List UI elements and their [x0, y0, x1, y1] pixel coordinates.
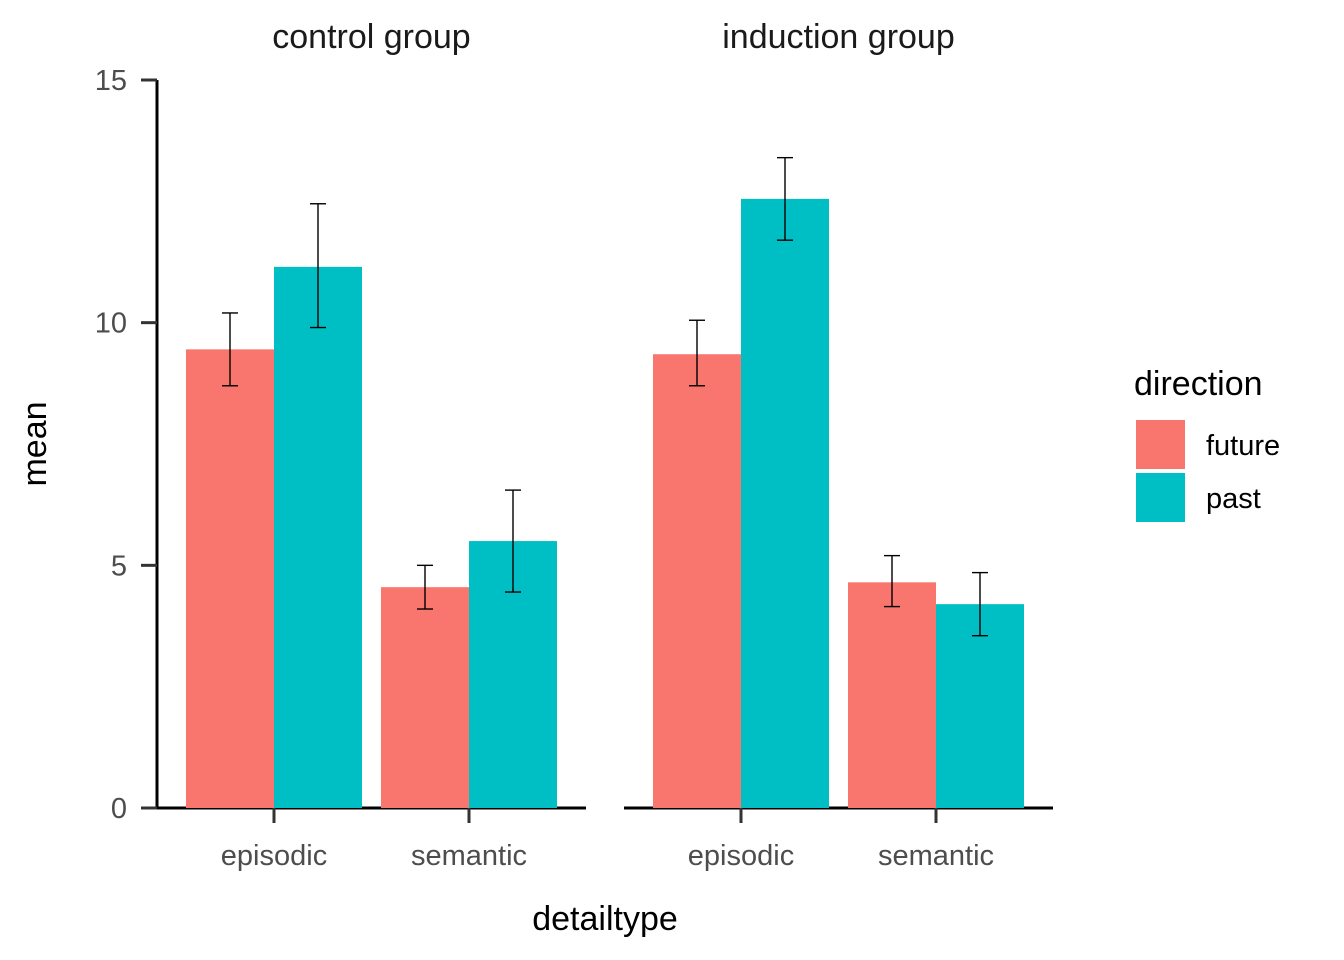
bar-induction-group-episodic-future: [653, 354, 741, 808]
y-tick-label-0: 0: [111, 793, 127, 825]
bar-control-group-episodic-future: [186, 349, 274, 808]
error-bar-induction-group-semantic-future: [884, 554, 900, 608]
x-tick-label-semantic: semantic: [878, 840, 994, 872]
legend-title: direction: [1134, 365, 1263, 403]
bar-control-group-episodic-past: [274, 266, 362, 808]
facet-label-control-group: control group: [272, 18, 470, 56]
x-tick-label-semantic: semantic: [411, 840, 527, 872]
error-bar-induction-group-semantic-past: [972, 571, 988, 637]
legend-key-past: [1136, 473, 1185, 522]
y-axis-title: mean: [16, 401, 54, 486]
legend: direction future past: [1134, 365, 1280, 522]
error-bar-control-group-episodic-future: [222, 312, 238, 387]
error-bar-control-group-semantic-future: [417, 564, 433, 610]
bar-induction-group-episodic-past: [741, 198, 829, 808]
panel-induction-group: induction group episodic semantic: [624, 18, 1053, 872]
bar-induction-group-semantic-past: [936, 604, 1024, 808]
error-bar-control-group-semantic-past: [505, 489, 521, 593]
x-tick-label-episodic: episodic: [221, 840, 327, 872]
error-bar-control-group-episodic-past: [310, 203, 326, 329]
bar-control-group-semantic-future: [381, 587, 469, 808]
x-tick-label-episodic: episodic: [688, 840, 794, 872]
y-tick-label-15: 15: [95, 65, 127, 97]
legend-label-past: past: [1206, 483, 1261, 515]
y-tick-label-10: 10: [95, 308, 127, 340]
y-tick-label-5: 5: [111, 550, 127, 582]
legend-key-future: [1136, 420, 1185, 469]
facet-label-induction-group: induction group: [722, 18, 955, 56]
y-axis: 0 5 10 15: [95, 65, 159, 825]
x-axis-title: detailtype: [532, 900, 678, 938]
panel-control-group: control group episodic semantic: [157, 18, 586, 872]
error-bar-induction-group-episodic-future: [689, 319, 705, 387]
legend-label-future: future: [1206, 430, 1280, 462]
bar-induction-group-semantic-future: [848, 582, 936, 808]
error-bar-induction-group-episodic-past: [777, 156, 793, 241]
